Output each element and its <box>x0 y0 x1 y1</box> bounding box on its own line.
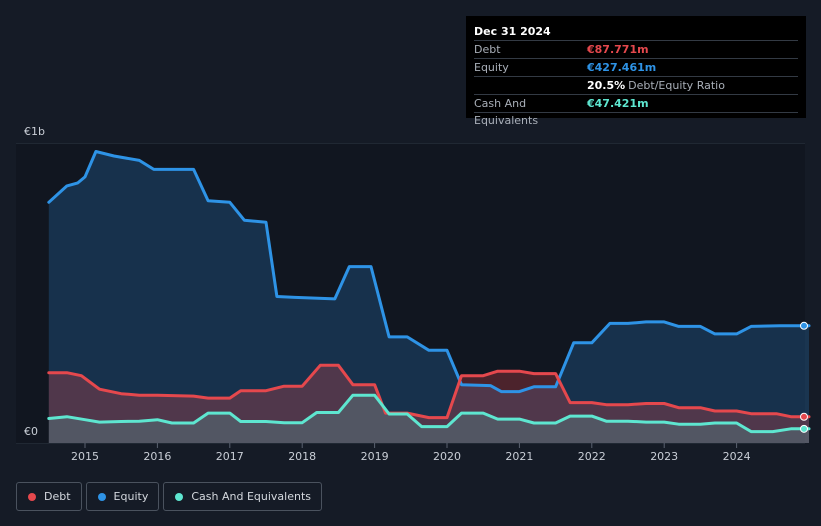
equity-endpoint <box>800 321 808 330</box>
x-axis: 2015 2016 2017 2018 2019 2020 2021 2022 2023 2024 <box>71 443 751 463</box>
cash-and-equivalents-line <box>47 393 811 434</box>
tooltip-value: €427.461m <box>587 61 657 74</box>
legend-label: Debt <box>44 490 71 503</box>
legend-dot-icon <box>97 492 106 501</box>
debt-line <box>47 363 811 420</box>
debt-area <box>48 365 810 443</box>
tooltip-value: 20.5% <box>587 79 626 92</box>
tooltip-value: €87.771m <box>587 43 649 56</box>
legend-dot-icon <box>28 492 36 501</box>
series-lines <box>47 150 811 434</box>
debt-endpoint <box>800 412 808 421</box>
series-endpoints <box>800 321 808 433</box>
y-axis: €1b €0 <box>24 125 45 438</box>
x-tick-label: 2015 <box>71 450 99 463</box>
cash-and-equivalents-area <box>48 395 810 443</box>
tooltip-panel: Dec 31 2024 Debt €87.771m Equity €427.46… <box>466 16 806 127</box>
y-tick-label: €0 <box>24 425 38 438</box>
tooltip-label: Equity <box>474 61 509 74</box>
cash-and-equivalents-endpoint <box>800 424 808 433</box>
tooltip-ratio-label: Debt/Equity Ratio <box>628 79 725 92</box>
history-shade <box>16 144 805 443</box>
tooltip-row-equity: Equity €427.461m <box>474 58 798 76</box>
legend: Debt Equity Cash And Equivalents <box>16 482 326 511</box>
tooltip-row-debt: Debt €87.771m <box>474 40 798 58</box>
tooltip-label: Debt <box>474 43 501 56</box>
x-tick-label: 2017 <box>216 450 244 463</box>
legend-item-equity[interactable]: Equity <box>85 482 160 511</box>
x-tick-label: 2019 <box>361 450 389 463</box>
tooltip-row-ratio: 20.5% Debt/Equity Ratio <box>474 76 798 94</box>
x-tick-label: 2022 <box>578 450 606 463</box>
x-tick-label: 2024 <box>723 450 751 463</box>
tooltip-label: Cash And Equivalents <box>474 97 539 127</box>
x-tick-label: 2023 <box>650 450 678 463</box>
x-tick-label: 2020 <box>433 450 461 463</box>
tooltip-date: Dec 31 2024 <box>474 25 551 38</box>
legend-dot-icon <box>175 492 184 501</box>
legend-item-cash[interactable]: Cash And Equivalents <box>163 482 322 511</box>
equity-area <box>48 151 810 443</box>
series-areas <box>48 151 810 443</box>
tooltip-row-cash: Cash And Equivalents €47.421m <box>474 94 798 127</box>
legend-label: Equity <box>113 490 149 503</box>
tooltip-label <box>474 77 587 94</box>
equity-line <box>47 150 811 394</box>
x-tick-label: 2018 <box>288 450 316 463</box>
x-tick-label: 2016 <box>143 450 171 463</box>
x-tick-label: 2021 <box>505 450 533 463</box>
y-tick-label: €1b <box>24 125 45 138</box>
legend-item-debt[interactable]: Debt <box>16 482 82 511</box>
legend-label: Cash And Equivalents <box>191 490 311 503</box>
tooltip-value: €47.421m <box>587 97 649 110</box>
